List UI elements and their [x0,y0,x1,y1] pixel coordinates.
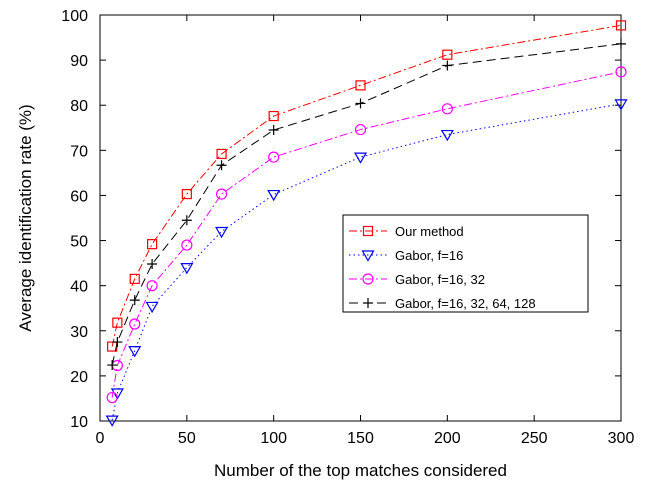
data-point [616,38,626,49]
data-point [615,66,627,78]
legend-marker [362,225,374,237]
data-point [112,317,123,328]
x-tick-label: 0 [96,430,105,447]
legend-entry: Gabor, f=16, 32, 64, 128 [349,296,536,311]
data-point [180,263,194,275]
data-point [106,391,118,404]
series-1 [105,99,628,427]
series-0 [107,20,627,352]
x-tick-label: 50 [178,430,196,447]
data-point [355,80,366,91]
legend-entry: Our method [349,224,464,239]
data-point [181,215,192,226]
series-3 [107,38,626,371]
x-tick-label: 200 [434,430,461,447]
data-point [215,188,228,200]
y-tick-label: 100 [61,8,88,25]
data-point [442,60,453,71]
y-tick-label: 90 [70,53,88,70]
y-tick-label: 50 [70,234,88,251]
legend-marker [361,250,375,262]
data-point [129,295,140,306]
data-point [145,301,159,314]
legend-entry: Gabor, f=16, 32 [349,272,485,287]
series-2 [106,66,627,404]
legend-marker [362,273,374,285]
data-point [268,110,279,122]
legend: Our method Gabor, f=16 Gabor, f=16, 32 Gabo… [342,214,589,313]
data-point [147,239,158,250]
series-line [111,24,622,347]
y-tick-label: 80 [70,98,88,115]
y-tick-label: 10 [70,414,88,431]
y-tick-label: 40 [70,279,88,296]
data-point [129,273,140,284]
data-point [181,188,192,200]
data-point [129,318,141,330]
data-point [112,337,123,348]
data-point [354,123,367,136]
data-point [353,152,368,164]
data-point [441,103,453,115]
legend-label: Gabor, f=16 [395,248,463,263]
legend-label: Gabor, f=16, 32 [395,272,485,287]
data-point [216,148,227,160]
y-tick-label: 20 [70,369,88,386]
data-point [614,99,628,111]
data-point [440,129,454,142]
data-point [268,125,279,136]
x-axis-label: Number of the top matches considered [214,461,507,480]
x-tick-label: 250 [521,430,548,447]
data-point [105,415,119,427]
x-tick-label: 150 [347,430,374,447]
y-axis-label: Average identification rate (%) [16,104,35,331]
data-point [216,160,227,171]
data-point [267,189,281,202]
y-tick-label: 30 [70,324,88,341]
x-tick-label: 100 [260,430,287,447]
legend-marker [363,298,373,308]
legend-label: Our method [395,224,464,239]
data-point [181,239,193,251]
y-tick-label: 60 [70,188,88,205]
legend-entry: Gabor, f=16 [349,248,463,263]
series-line [111,103,622,421]
axis-ticks: 0 50 100 150 200 250 300 10 20 30 40 50 60 70 80 90 100 [61,8,634,447]
data-point [147,259,158,270]
legend-label: Gabor, f=16, 32, 64, 128 [395,296,536,311]
data-point [615,20,627,31]
data-point [146,280,158,292]
data-point [442,49,453,60]
data-point [268,151,280,163]
data-point [128,346,142,358]
data-point [355,98,366,109]
series-layer [105,20,628,427]
series-line [111,71,622,398]
data-point [215,226,229,239]
data-point [107,360,118,371]
x-tick-label: 300 [608,430,635,447]
series-line [111,43,622,366]
y-tick-label: 70 [70,143,88,160]
